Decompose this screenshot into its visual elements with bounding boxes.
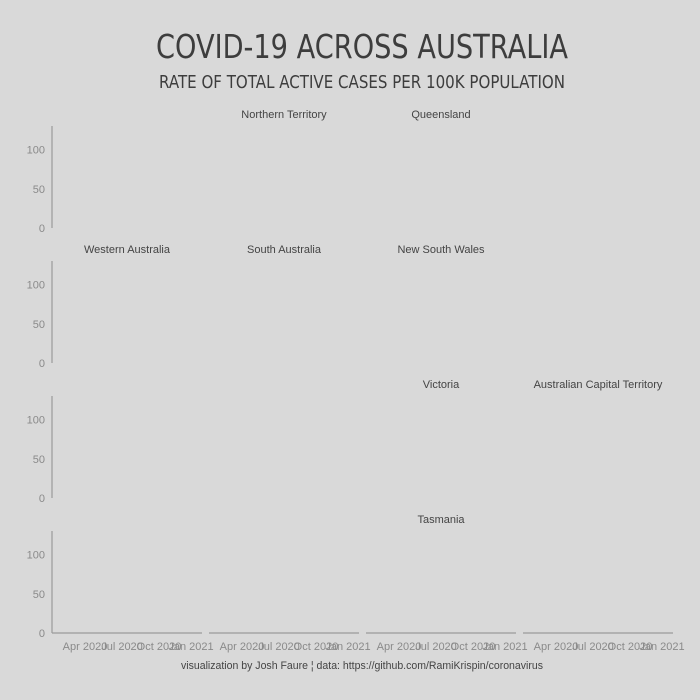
y-tick-label: 50 (33, 184, 45, 196)
facet-label: Victoria (423, 379, 460, 391)
x-tick-label: Apr 2020 (377, 641, 422, 653)
facet-label: Western Australia (84, 244, 171, 256)
y-tick-label: 0 (39, 358, 45, 370)
y-tick-label: 100 (27, 145, 45, 157)
y-tick-label: 0 (39, 628, 45, 640)
y-tick-label: 50 (33, 454, 45, 466)
facet-panels: Northern Territory Queensland Western Aust… (27, 109, 685, 653)
x-tick-label: Oct 2020 (294, 641, 339, 653)
x-tick-label: Jan 2021 (325, 641, 370, 653)
facet-label: Australian Capital Territory (534, 379, 663, 391)
x-tick-label: Jul 2020 (258, 641, 300, 653)
x-tick-label: Oct 2020 (451, 641, 496, 653)
x-tick-label: Jul 2020 (101, 641, 143, 653)
y-tick-label: 50 (33, 319, 45, 331)
facet-label: New South Wales (397, 244, 485, 256)
y-tick-label: 50 (33, 589, 45, 601)
y-tick-label: 100 (27, 280, 45, 292)
x-tick-label: Jul 2020 (572, 641, 614, 653)
facet-label: South Australia (247, 244, 322, 256)
facet-label: Queensland (411, 109, 470, 121)
chart-title: COVID-19 ACROSS AUSTRALIA (156, 27, 568, 66)
y-tick-label: 0 (39, 223, 45, 235)
x-tick-label: Apr 2020 (220, 641, 265, 653)
x-tick-label: Jan 2021 (168, 641, 213, 653)
x-tick-label: Apr 2020 (63, 641, 108, 653)
x-tick-label: Apr 2020 (534, 641, 579, 653)
chart-caption: visualization by Josh Faure ¦ data: http… (181, 660, 543, 672)
y-tick-label: 0 (39, 493, 45, 505)
x-tick-label: Oct 2020 (608, 641, 653, 653)
y-tick-label: 100 (27, 550, 45, 562)
facet-label: Tasmania (417, 514, 465, 526)
x-tick-label: Jul 2020 (415, 641, 457, 653)
x-tick-label: Jan 2021 (639, 641, 684, 653)
facet-label: Northern Territory (241, 109, 327, 121)
y-tick-label: 100 (27, 415, 45, 427)
chart-subtitle: RATE OF TOTAL ACTIVE CASES PER 100K POPU… (159, 72, 565, 93)
x-tick-label: Oct 2020 (137, 641, 182, 653)
x-tick-label: Jan 2021 (482, 641, 527, 653)
